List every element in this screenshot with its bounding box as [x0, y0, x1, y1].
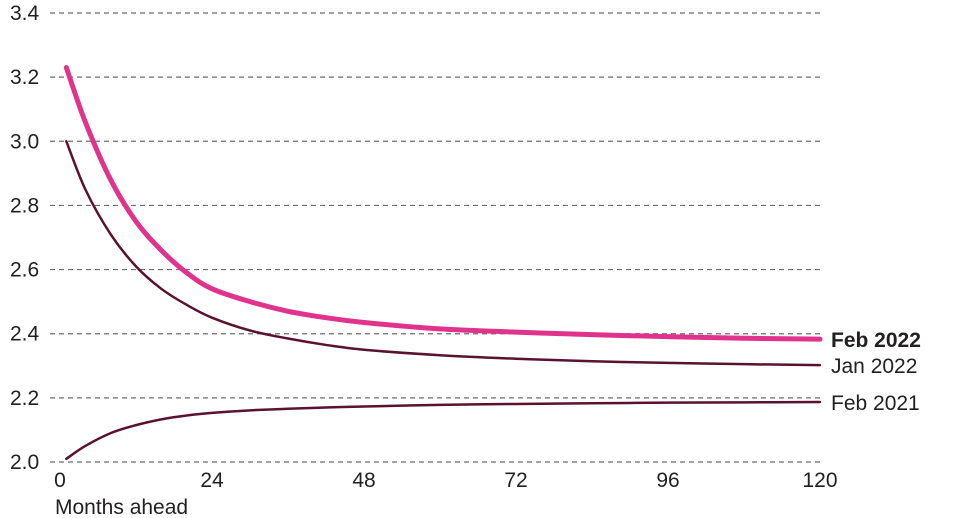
x-tick-label: 48 [352, 469, 375, 492]
series-lines [63, 65, 823, 461]
series-line-jan-2022 [65, 140, 822, 367]
x-tick-label: 24 [200, 469, 224, 492]
y-tick-label: 2.4 [10, 323, 40, 346]
y-tick-label: 2.2 [10, 387, 39, 410]
x-tick-label: 72 [504, 469, 527, 492]
x-tick-label: 96 [656, 469, 679, 492]
y-tick-label: 3.0 [10, 130, 39, 153]
y-tick-label: 3.4 [10, 2, 40, 25]
series-label-feb-2022: Feb 2022 [831, 329, 921, 352]
series-line-feb-2021 [65, 400, 822, 461]
y-tick-label: 3.2 [10, 66, 39, 89]
x-tick-label: 0 [54, 469, 66, 492]
y-tick-label: 2.0 [10, 451, 39, 474]
y-tick-label: 2.8 [10, 194, 39, 217]
series-label-jan-2022: Jan 2022 [831, 355, 917, 378]
x-tick-label: 120 [802, 469, 837, 492]
series-label-feb-2021: Feb 2021 [831, 392, 920, 415]
y-tick-label: 2.6 [10, 259, 39, 282]
gridlines [50, 12, 820, 463]
y-axis-tick-labels: 2.0 2.2 2.4 2.6 2.8 3.0 3.2 3.4 [10, 2, 40, 474]
x-axis-tick-labels: 0 24 48 72 96 120 [54, 469, 837, 492]
x-axis-title: Months ahead [55, 496, 188, 518]
series-line-feb-2022 [63, 65, 823, 342]
series-labels: Feb 2022 Jan 2022 Feb 2021 [831, 329, 921, 415]
